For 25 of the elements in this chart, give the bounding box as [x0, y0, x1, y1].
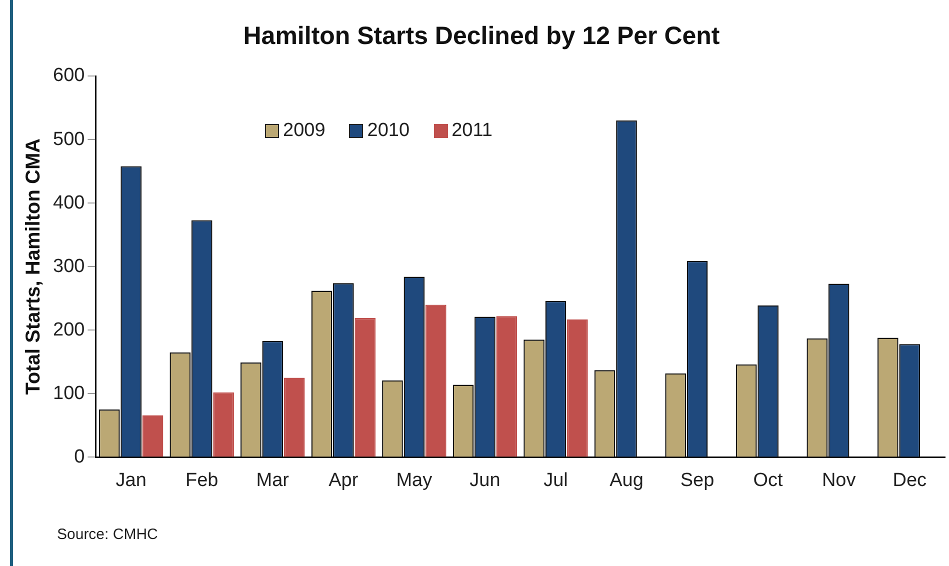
x-tick-label: Apr — [328, 470, 359, 491]
x-tick-label: May — [396, 470, 433, 491]
x-tick-label: Jan — [116, 470, 146, 491]
source-note: Source: CMHC — [57, 526, 158, 543]
x-tick-label: Oct — [753, 470, 784, 491]
legend-label: 2011 — [452, 120, 492, 142]
x-tick-label: Sep — [680, 470, 714, 491]
y-tick-label: 300 — [53, 256, 85, 277]
x-tick-label: Mar — [256, 470, 290, 491]
x-tick-label: Feb — [185, 470, 218, 491]
y-tick-label: 400 — [53, 192, 85, 214]
y-tick-label: 600 — [53, 65, 85, 86]
x-tick-label: Jun — [470, 470, 500, 491]
x-tick-label: Aug — [610, 470, 644, 491]
x-tick-label: Nov — [822, 470, 856, 491]
y-tick-label: 0 — [74, 446, 85, 468]
chart-title: Hamilton Starts Declined by 12 Per Cent — [243, 22, 720, 50]
y-tick-label: 500 — [53, 128, 85, 150]
x-tick-label: Jul — [544, 470, 568, 491]
y-axis-title: Total Starts, Hamilton CMA — [22, 138, 45, 395]
legend-label: 2010 — [367, 120, 410, 142]
y-tick-label: 200 — [53, 319, 85, 340]
y-tick-label: 100 — [53, 382, 85, 404]
legend-label: 2009 — [283, 120, 326, 142]
x-tick-label: Dec — [892, 470, 927, 491]
